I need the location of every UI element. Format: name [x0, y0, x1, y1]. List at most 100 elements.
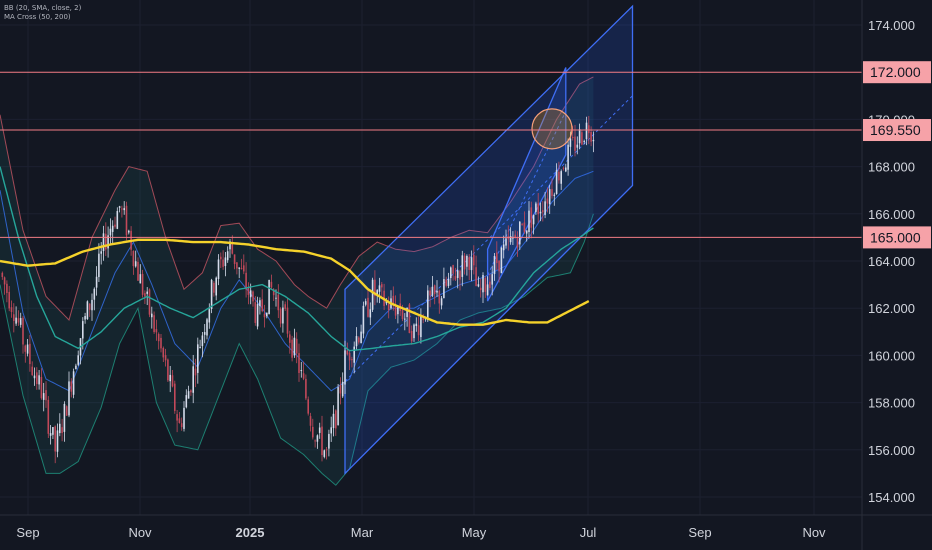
- candle-body: [254, 302, 257, 323]
- candle-body: [49, 433, 52, 436]
- candle-body: [578, 129, 581, 144]
- channel-drawings[interactable]: [344, 4, 634, 475]
- candle-body: [268, 279, 270, 315]
- candle-body: [298, 353, 300, 373]
- level-badge-label: 165.000: [870, 229, 921, 245]
- candle-body: [206, 319, 208, 336]
- candle-body: [54, 426, 56, 452]
- bb-lower-band: [0, 213, 594, 486]
- candle-body: [574, 136, 576, 151]
- x-tick-label: Sep: [688, 525, 711, 540]
- candle-body: [477, 284, 480, 287]
- candle-body: [353, 346, 355, 363]
- candle-body: [422, 318, 424, 321]
- candle-body: [61, 427, 63, 434]
- candle-body: [160, 337, 162, 349]
- candle-body: [348, 352, 351, 361]
- candle-body: [279, 308, 282, 324]
- candle-body: [404, 318, 406, 320]
- candle-body: [325, 449, 328, 451]
- candle-body: [328, 433, 330, 449]
- candle-body: [512, 237, 514, 239]
- candle-body: [125, 205, 128, 236]
- candle-body: [266, 312, 268, 317]
- candle-body: [525, 230, 528, 234]
- candle-body: [466, 255, 468, 267]
- ma50-line: [0, 166, 594, 352]
- candle-body: [491, 274, 493, 285]
- candle-body: [576, 144, 579, 148]
- candle-body: [109, 228, 112, 236]
- candle-body: [438, 290, 441, 304]
- candle-body: [15, 317, 17, 324]
- candle-body: [335, 410, 337, 429]
- x-tick-label: Nov: [128, 525, 152, 540]
- candle-body: [585, 122, 588, 140]
- candle-body: [387, 304, 390, 311]
- candle-body: [581, 132, 583, 145]
- candle-body: [183, 407, 185, 429]
- candle-body: [567, 144, 569, 170]
- candle-body: [516, 238, 519, 248]
- candle-body: [436, 290, 438, 293]
- y-tick-label: 156.000: [868, 443, 915, 458]
- candle-body: [6, 283, 8, 294]
- candle-body: [107, 235, 109, 249]
- candle-body: [114, 224, 116, 227]
- candle-body: [95, 276, 98, 288]
- candle-body: [309, 416, 312, 426]
- candle-body: [489, 281, 491, 288]
- candle-body: [321, 426, 323, 456]
- candle-body: [521, 224, 523, 226]
- candle-body: [454, 276, 457, 280]
- candle-body: [397, 306, 399, 315]
- candle-body: [337, 387, 339, 426]
- candle-body: [190, 390, 192, 393]
- candle-body: [415, 323, 418, 327]
- candle-body: [275, 297, 277, 299]
- candle-body: [36, 372, 38, 384]
- y-tick-label: 168.000: [868, 160, 915, 175]
- bb-indicator-label[interactable]: BB (20, SMA, close, 2): [4, 4, 82, 12]
- candle-body: [100, 251, 102, 254]
- candle-body: [192, 366, 194, 393]
- candle-body: [341, 381, 344, 397]
- candle-body: [535, 203, 537, 212]
- candle-body: [208, 309, 211, 323]
- candle-body: [144, 293, 146, 297]
- candle-body: [302, 373, 305, 379]
- candle-body: [52, 427, 54, 435]
- candle-body: [482, 275, 484, 293]
- candle-body: [26, 344, 29, 354]
- candle-body: [88, 303, 91, 310]
- x-tick-label: Nov: [802, 525, 826, 540]
- candle-body: [201, 335, 204, 347]
- candle-body: [277, 294, 280, 311]
- wide-channel: [344, 4, 634, 475]
- candle-body: [187, 391, 190, 399]
- candle-body: [330, 427, 332, 434]
- candle-body: [70, 381, 73, 392]
- ma-cross-indicator-label[interactable]: MA Cross (50, 200): [4, 13, 71, 21]
- candle-body: [47, 399, 50, 434]
- candle-body: [65, 406, 68, 416]
- candle-body: [316, 435, 319, 442]
- horizontal-levels[interactable]: [0, 71, 862, 238]
- candle-body: [63, 403, 66, 432]
- candle-body: [565, 167, 567, 172]
- candle-body: [134, 261, 137, 267]
- candle-body: [213, 282, 215, 293]
- level-badge: [863, 119, 931, 142]
- x-tick-label: Jul: [580, 525, 597, 540]
- candle-body: [293, 337, 296, 356]
- candle-body: [374, 279, 376, 297]
- candle-body: [40, 376, 43, 399]
- candle-body: [157, 333, 160, 342]
- x-axis[interactable]: Sep Nov 2025 Mar May Jul Sep Nov: [0, 514, 932, 540]
- candle-body: [548, 189, 551, 205]
- y-tick-label: 166.000: [868, 207, 915, 222]
- candle-body: [13, 314, 15, 321]
- candle-body: [371, 279, 374, 310]
- candle-body: [256, 304, 259, 327]
